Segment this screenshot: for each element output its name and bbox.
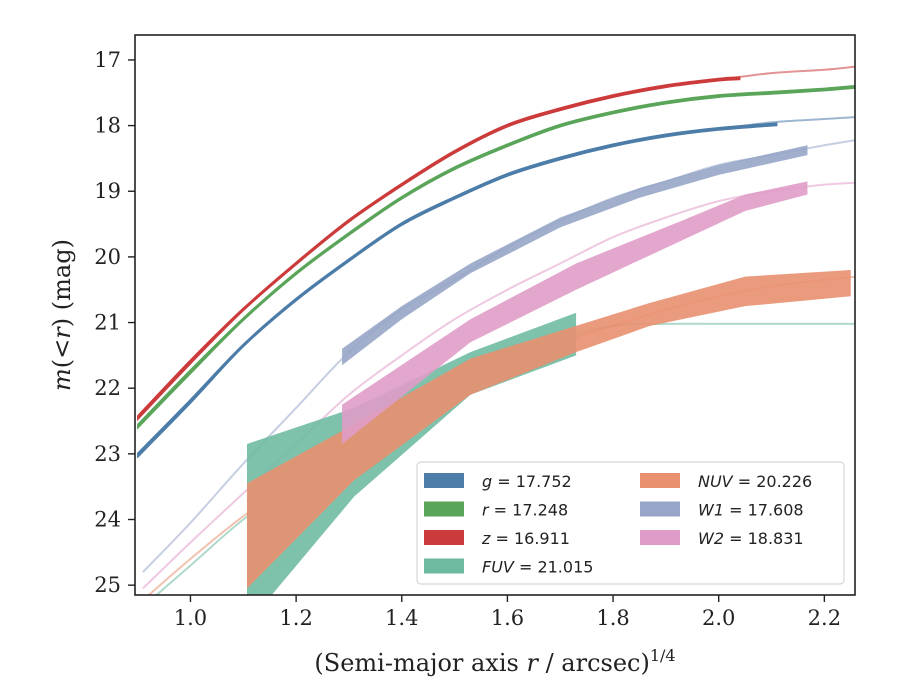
legend-label-fuv: FUV = 21.015	[482, 558, 593, 577]
legend-label-g: g = 17.752	[482, 472, 572, 491]
data-band-g	[137, 122, 778, 459]
legend-box	[416, 461, 845, 585]
legend-swatch-g	[424, 473, 464, 488]
x-axis-label: (Semi-major axis r / arcsec)1/4	[314, 646, 675, 677]
y-tick-label: 24	[94, 508, 121, 532]
y-axis-label: m(<r) (mag)	[48, 239, 76, 391]
x-tick-label: 1.6	[491, 606, 524, 630]
x-tick-label: 1.0	[174, 606, 207, 630]
x-axis: 1.0 1.2 1.4 1.6 1.8 2.0 2.2	[174, 595, 841, 630]
y-tick-label: 21	[94, 311, 121, 335]
y-tick-label: 19	[94, 179, 121, 203]
data-band-r	[137, 85, 855, 430]
y-tick-label: 18	[94, 114, 121, 138]
y-tick-label: 17	[94, 48, 121, 72]
y-axis: 17 18 19 20 21 22 23 24 25	[94, 48, 135, 597]
legend-swatch-w2	[640, 530, 680, 545]
legend-label-w2: W2 = 18.831	[698, 529, 804, 548]
plot-area	[136, 65, 855, 595]
y-tick-label: 20	[94, 245, 121, 269]
plot-frame	[134, 34, 856, 596]
legend-swatch-w1	[640, 501, 680, 517]
legend-label-w1: W1 = 17.608	[698, 501, 804, 520]
data-band-nuv	[246, 270, 851, 589]
legend-label-z: z = 16.911	[481, 529, 570, 548]
y-tick-label: 23	[94, 442, 121, 466]
y-tick-label: 22	[94, 376, 121, 400]
y-tick-label: 25	[94, 573, 121, 597]
data-band-z	[137, 76, 741, 422]
x-tick-label: 2.2	[808, 606, 841, 630]
legend-swatch-r	[424, 501, 464, 517]
x-tick-label: 1.4	[385, 606, 418, 630]
legend-label-r: r = 17.248	[482, 501, 568, 520]
legend-swatch-fuv	[424, 558, 464, 574]
legend-swatch-nuv	[640, 473, 680, 488]
x-tick-label: 2.0	[702, 606, 735, 630]
x-tick-label: 1.2	[279, 606, 312, 630]
legend-swatch-z	[424, 530, 464, 545]
x-tick-label: 1.8	[596, 606, 629, 630]
legend: g = 17.752 r = 17.248 z = 16.911 FUV = 21.0…	[416, 461, 845, 585]
legend-label-nuv: NUV = 20.226	[698, 472, 812, 491]
